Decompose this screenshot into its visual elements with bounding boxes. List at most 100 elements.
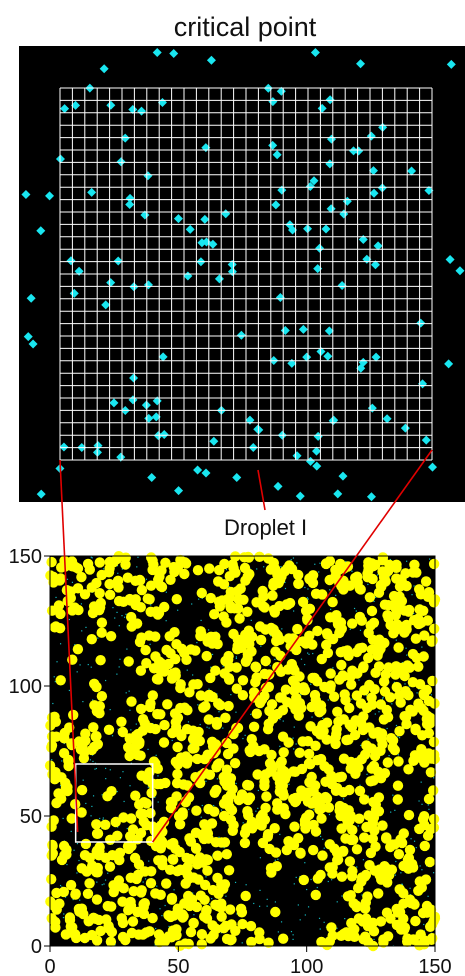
cluster-particle xyxy=(409,559,420,570)
cluster-particle xyxy=(237,690,249,701)
cluster-particle xyxy=(150,723,161,735)
cluster-particle xyxy=(112,575,124,586)
cluster-particle xyxy=(196,629,207,640)
cluster-particle xyxy=(104,556,115,568)
cluster-particle xyxy=(79,747,90,758)
noise-particle xyxy=(91,754,94,756)
noise-particle xyxy=(327,699,329,701)
cluster-particle xyxy=(312,755,323,766)
noise-particle xyxy=(55,596,57,599)
cluster-particle xyxy=(103,724,115,735)
particle xyxy=(271,200,281,210)
cluster-particle xyxy=(209,787,220,798)
cluster-particle xyxy=(408,615,420,626)
particle xyxy=(373,241,383,251)
noise-particle xyxy=(299,919,301,921)
cluster-particle xyxy=(369,825,380,836)
cluster-particle xyxy=(187,743,198,754)
cluster-particle xyxy=(126,813,137,824)
noise-particle xyxy=(421,803,423,805)
cluster-particle xyxy=(104,578,115,590)
particle xyxy=(185,224,195,234)
particle xyxy=(298,324,308,334)
noise-particle xyxy=(279,718,281,721)
cluster-particle xyxy=(180,797,191,808)
cluster-particle xyxy=(216,879,227,890)
cluster-particle xyxy=(378,714,390,725)
noise-particle xyxy=(323,847,325,849)
cluster-particle xyxy=(364,860,375,871)
noise-particle xyxy=(111,735,114,737)
cluster-particle xyxy=(221,764,233,775)
noise-particle xyxy=(62,916,65,919)
noise-particle xyxy=(312,652,314,655)
noise-particle xyxy=(104,879,107,881)
cluster-particle xyxy=(283,836,294,847)
particle xyxy=(337,280,347,290)
cluster-particle xyxy=(171,778,183,789)
cluster-particle xyxy=(102,900,114,912)
noise-particle xyxy=(196,641,198,644)
noise-particle xyxy=(130,729,132,731)
cluster-particle xyxy=(179,568,190,580)
cluster-particle xyxy=(306,701,317,713)
particle xyxy=(227,259,237,269)
cluster-particle xyxy=(419,811,430,822)
cluster-particle xyxy=(310,795,321,806)
particle xyxy=(407,166,417,176)
noise-particle xyxy=(102,817,104,819)
particle xyxy=(45,191,55,201)
cluster-particle xyxy=(407,677,419,688)
particle xyxy=(200,214,210,224)
cluster-particle xyxy=(87,607,99,619)
cluster-particle xyxy=(210,745,221,757)
cluster-particle xyxy=(212,850,223,861)
cluster-particle xyxy=(54,623,66,634)
noise-particle xyxy=(96,881,98,883)
cluster-particle xyxy=(300,605,312,616)
cluster-particle xyxy=(393,849,405,860)
particle xyxy=(356,59,366,69)
cluster-particle xyxy=(278,747,289,758)
particle xyxy=(169,49,179,59)
noise-particle xyxy=(419,865,421,867)
noise-particle xyxy=(319,562,321,564)
cluster-particle xyxy=(281,770,292,781)
cluster-particle xyxy=(134,575,146,586)
cluster-particle xyxy=(201,904,212,916)
cluster-particle xyxy=(396,837,408,849)
cluster-particle xyxy=(367,833,378,844)
particle xyxy=(310,47,320,57)
cluster-particle xyxy=(280,684,292,695)
cluster-particle xyxy=(51,904,62,915)
noise-particle xyxy=(82,700,84,703)
x-tick-label: 50 xyxy=(167,956,189,976)
noise-particle xyxy=(211,653,214,656)
cluster-particle xyxy=(261,791,272,802)
noise-particle xyxy=(199,723,201,726)
cluster-particle xyxy=(113,595,125,607)
x-tick-label: 0 xyxy=(44,956,55,976)
cluster-particle xyxy=(316,813,327,824)
noise-particle xyxy=(191,603,193,605)
cluster-particle xyxy=(53,788,64,799)
cluster-particle xyxy=(104,861,116,872)
particle xyxy=(421,435,431,445)
cluster-particle xyxy=(181,724,193,735)
cluster-particle xyxy=(277,705,289,716)
cluster-particle xyxy=(147,912,158,924)
noise-particle xyxy=(427,895,429,897)
cluster-particle xyxy=(425,767,437,778)
cluster-particle xyxy=(291,644,302,656)
noise-particle xyxy=(408,685,410,687)
cluster-particle xyxy=(397,662,408,673)
cluster-particle xyxy=(129,852,141,864)
cluster-particle xyxy=(218,923,229,934)
noise-particle xyxy=(92,795,95,797)
cluster-particle xyxy=(284,560,295,571)
cluster-particle xyxy=(363,560,374,571)
cluster-particle xyxy=(344,702,355,714)
cluster-particle xyxy=(392,919,404,931)
cluster-particle xyxy=(156,565,167,576)
cluster-particle xyxy=(269,563,281,575)
